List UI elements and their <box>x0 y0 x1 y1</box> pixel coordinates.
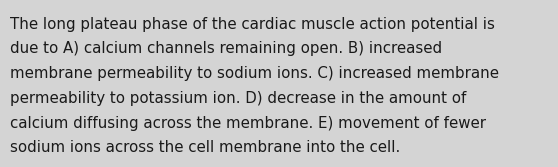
Text: calcium diffusing across the membrane. E) movement of fewer: calcium diffusing across the membrane. E… <box>10 116 486 131</box>
Text: due to A) calcium channels remaining open. B) increased: due to A) calcium channels remaining ope… <box>10 41 442 56</box>
Text: membrane permeability to sodium ions. C) increased membrane: membrane permeability to sodium ions. C)… <box>10 66 499 81</box>
Text: permeability to potassium ion. D) decrease in the amount of: permeability to potassium ion. D) decrea… <box>10 91 466 106</box>
Text: The long plateau phase of the cardiac muscle action potential is: The long plateau phase of the cardiac mu… <box>10 17 495 32</box>
Text: sodium ions across the cell membrane into the cell.: sodium ions across the cell membrane int… <box>10 140 400 155</box>
